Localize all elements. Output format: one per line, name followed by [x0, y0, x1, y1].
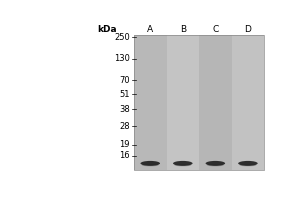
Text: 70: 70 [119, 76, 130, 85]
Text: kDa: kDa [98, 25, 117, 34]
Text: A: A [147, 25, 153, 34]
Ellipse shape [238, 161, 258, 166]
Text: 250: 250 [114, 33, 130, 42]
Bar [232, 35, 264, 170]
Bar [134, 35, 166, 170]
Text: D: D [244, 25, 251, 34]
Bar [134, 35, 264, 170]
Text: 19: 19 [119, 140, 130, 149]
Text: B: B [180, 25, 186, 34]
Text: 28: 28 [119, 122, 130, 131]
Bar [134, 35, 264, 170]
Ellipse shape [240, 164, 256, 166]
Bar [167, 35, 199, 170]
Ellipse shape [142, 164, 159, 166]
Text: 16: 16 [119, 151, 130, 160]
Text: 51: 51 [119, 90, 130, 99]
Ellipse shape [175, 164, 191, 166]
Ellipse shape [140, 161, 160, 166]
Text: 130: 130 [114, 54, 130, 63]
Text: 38: 38 [119, 105, 130, 114]
Bar [199, 35, 232, 170]
Ellipse shape [207, 164, 224, 166]
Text: C: C [212, 25, 218, 34]
Ellipse shape [173, 161, 193, 166]
Ellipse shape [206, 161, 225, 166]
